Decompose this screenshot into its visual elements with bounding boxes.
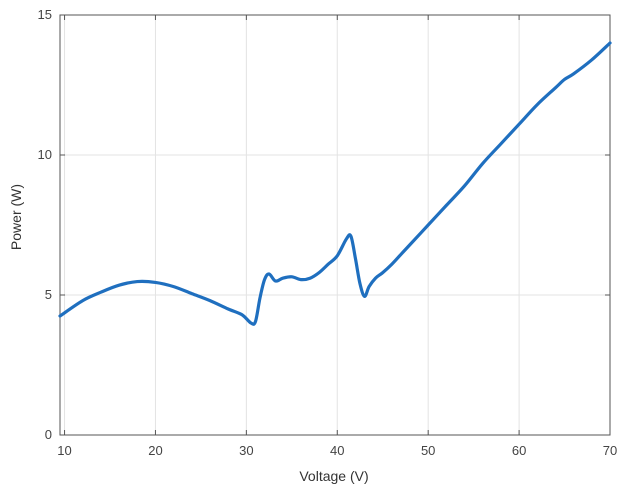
y-tick-label: 15 [38, 7, 52, 22]
x-axis-label: Voltage (V) [299, 468, 368, 484]
grid-lines [60, 14, 611, 436]
y-axis-label: Power (W) [8, 184, 24, 250]
x-tick-label: 20 [148, 443, 162, 458]
x-tick-label: 50 [421, 443, 435, 458]
series-layer [58, 41, 612, 326]
axes [59, 14, 611, 436]
x-tick-label: 60 [512, 443, 526, 458]
x-tick-label: 30 [239, 443, 253, 458]
power-voltage-curve [58, 41, 612, 326]
x-tick-label: 10 [57, 443, 71, 458]
y-tick-label: 5 [45, 287, 52, 302]
y-tick-label: 0 [45, 427, 52, 442]
tick-labels: 10 20 30 40 50 60 70 0 5 10 15 [38, 7, 618, 458]
x-tick-label: 40 [330, 443, 344, 458]
x-tick-label: 70 [603, 443, 617, 458]
y-tick-label: 10 [38, 147, 52, 162]
plot-frame [59, 14, 611, 436]
